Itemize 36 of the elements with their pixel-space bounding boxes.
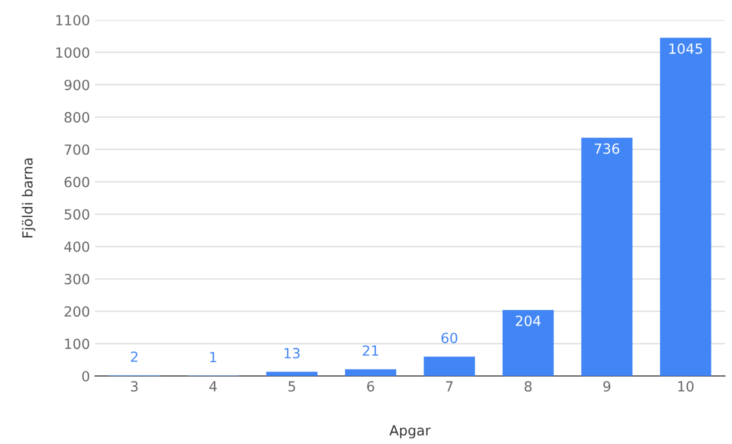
y-tick-label: 100: [65, 338, 90, 350]
y-tick-label: 900: [64, 80, 90, 90]
data-label: 2: [130, 351, 138, 362]
data-label: 60: [442, 332, 458, 344]
bar: [266, 372, 318, 376]
bar: [660, 38, 712, 376]
y-tick-label: 1100: [56, 14, 90, 26]
x-axis-title: Apgar: [389, 425, 431, 438]
x-tick-label: 8: [524, 381, 532, 392]
y-tick-label: 800: [64, 112, 90, 123]
y-tick-label: 500: [64, 209, 90, 220]
y-tick-label: 400: [64, 242, 90, 252]
x-tick-label: 7: [446, 381, 453, 392]
x-tick-label: 4: [209, 381, 217, 392]
y-tick-label: 0: [82, 370, 90, 382]
data-label: 1: [210, 352, 216, 362]
data-label: 204: [516, 316, 541, 326]
x-tick-label: 6: [367, 381, 374, 392]
x-tick-label: 3: [131, 381, 138, 392]
data-label: 13: [284, 348, 300, 358]
y-tick-label: 1000: [56, 47, 90, 58]
x-tick-label: 5: [288, 381, 296, 392]
data-label: 1045: [669, 43, 702, 54]
x-tick-label: 9: [603, 381, 610, 392]
y-tick-label: 600: [64, 176, 90, 188]
bar: [502, 310, 554, 376]
y-tick-label: 700: [64, 144, 90, 155]
x-tick-label: 10: [678, 381, 694, 392]
data-label: 736: [594, 143, 620, 154]
bar: [345, 369, 396, 376]
y-tick-label: 200: [64, 306, 90, 317]
bar: [581, 138, 632, 376]
y-tick-label: 300: [64, 274, 90, 284]
bar: [424, 356, 475, 376]
y-axis-title: Fjöldi barna: [22, 158, 36, 238]
data-label: 21: [362, 345, 378, 356]
